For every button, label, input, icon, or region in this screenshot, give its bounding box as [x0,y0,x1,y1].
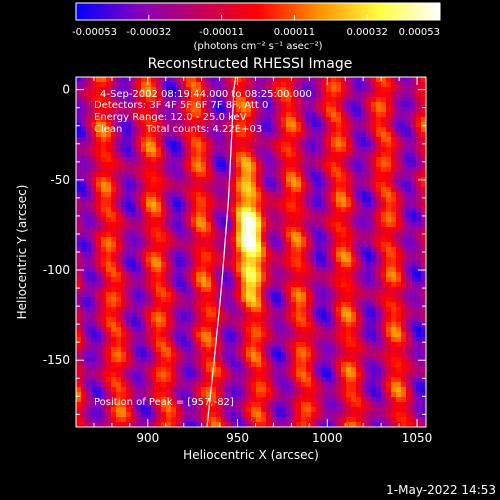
x-axis-label: Heliocentric X (arcsec) [183,448,319,462]
detectors-text: Detectors: 3F 4F 5F 6F 7F 8F, Att 0 [94,100,269,111]
timestamp: 1-May-2022 14:53 [386,483,496,497]
plot-title: Reconstructed RHESSI Image [148,56,353,72]
colorbar-tick-label: -0.00032 [126,27,171,38]
solar-limb-curve [206,76,237,428]
x-tick-label: 1050 [402,431,433,445]
colorbar-ticks: -0.00053 -0.00032 -0.00011 0.00011 0.00032 0.… [72,15,441,38]
x-tick-label: 950 [226,431,249,445]
y-axis-label: Heliocentric Y (arcsec) [15,185,29,320]
colorbar-tick-label: -0.00053 [72,27,117,38]
heatmap-image [76,77,426,427]
colorbar-tick-label: -0.00011 [199,27,244,38]
colorbar-tick-label: 0.00011 [274,27,315,38]
y-tick-label: 0 [62,83,70,97]
colorbar-unit-label: (photons cm⁻² s⁻¹ asec⁻²) [193,41,322,52]
y-tick-label: -50 [50,173,70,187]
x-tick-label: 900 [136,431,159,445]
axis-ticks: 900 950 1000 1050 0 -50 -100 -150 [43,77,433,445]
colorbar-tick-label: 0.00032 [347,27,388,38]
algorithm-text: Clean [94,124,123,135]
colorbar [75,2,441,21]
energy-range-text: Energy Range: 12.0 - 25.0 keV [94,112,247,123]
time-range-text: 4-Sep-2002 08:19:44.000 to 08:25:00.000 [100,89,312,100]
y-tick-label: -100 [43,263,70,277]
colorbar-tick-label: 0.00053 [399,27,440,38]
x-tick-label: 1000 [312,431,343,445]
total-counts-text: Total counts: 4.22E+03 [146,124,263,135]
y-tick-label: -150 [43,353,70,367]
peak-position-text: Position of Peak = [957,-82] [94,397,234,408]
